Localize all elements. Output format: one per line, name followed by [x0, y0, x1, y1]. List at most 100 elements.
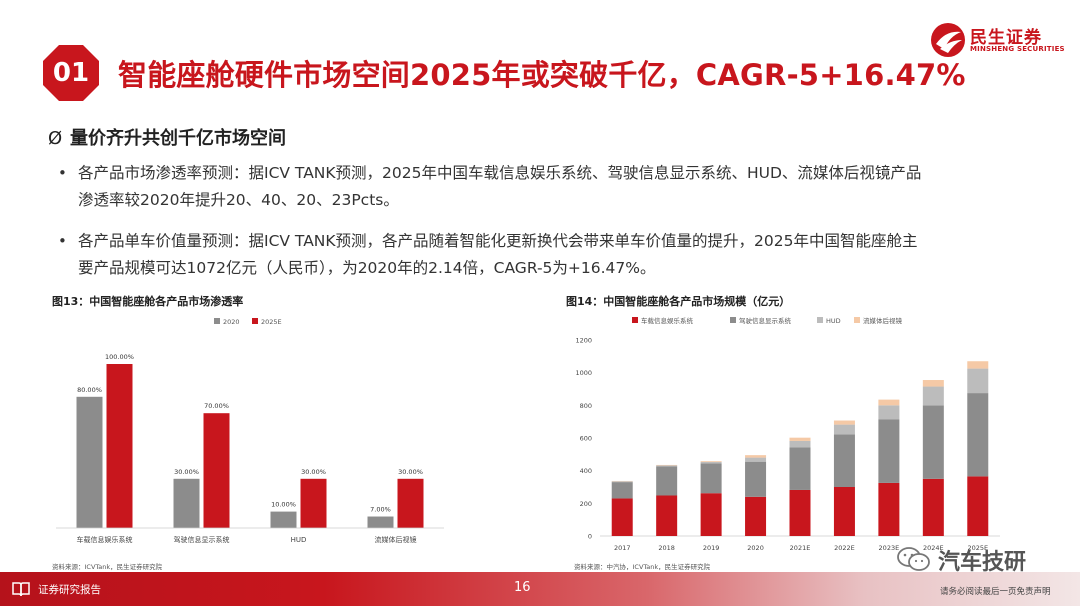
legend-swatch	[817, 317, 823, 323]
legend-label: 2025E	[261, 318, 282, 326]
bullet-unit-value: • 各产品单车价值量预测：据ICV TANK预测，各产品随着智能化更新换代会带来…	[58, 228, 918, 282]
legend-swatch	[252, 318, 258, 324]
legend-label: 流媒体后视镜	[863, 316, 903, 325]
legend-swatch	[854, 317, 860, 323]
bullet-line: 各产品市场渗透率预测：据ICV TANK预测，2025年中国车载信息娱乐系统、驾…	[78, 164, 922, 182]
stacked-bar-segment	[833, 424, 855, 435]
stacked-bar-segment	[656, 465, 678, 467]
legend-swatch	[632, 317, 638, 323]
stacked-bar-segment	[700, 461, 722, 463]
bullet-line: 渗透率较2020年提升20、40、20、23Pcts。	[78, 191, 399, 209]
stacked-bar-segment	[789, 447, 811, 490]
section-heading-text: 量价齐升共创千亿市场空间	[70, 128, 286, 149]
y-tick-label: 1000	[575, 369, 592, 377]
stacked-bar-segment	[922, 380, 944, 387]
stacked-bar-segment	[656, 495, 678, 536]
bar	[203, 413, 230, 528]
bar-value-label: 30.00%	[301, 468, 326, 476]
stacked-bar-segment	[967, 476, 989, 536]
bullet-penetration: • 各产品市场渗透率预测：据ICV TANK预测，2025年中国车载信息娱乐系统…	[58, 160, 922, 214]
bullet-dot-icon: •	[58, 164, 67, 182]
y-tick-label: 600	[580, 435, 592, 443]
bar	[270, 511, 297, 528]
bar	[173, 478, 200, 528]
bar-value-label: 80.00%	[77, 386, 102, 394]
footer-bar: 证券研究报告 16 请务必阅读最后一页免责声明	[0, 572, 1080, 606]
stacked-bar-segment	[878, 399, 900, 406]
wechat-icon	[897, 547, 930, 571]
x-tick-label: HUD	[291, 536, 307, 544]
bullet-line: 各产品单车价值量预测：据ICV TANK预测，各产品随着智能化更新换代会带来单车…	[78, 232, 918, 250]
stacked-bar-segment	[833, 487, 855, 536]
x-tick-label: 2025E	[967, 544, 988, 552]
stacked-bar-segment	[789, 489, 811, 536]
logo-name-en: MINSHENG SECURITIES	[970, 45, 1065, 53]
figure-14-source: 资料来源：中汽协，ICVTank，民生证券研究院	[574, 563, 711, 571]
stacked-bar-segment	[922, 478, 944, 536]
stacked-bar-segment	[700, 493, 722, 536]
x-tick-label: 2024E	[923, 544, 944, 552]
page-title: 智能座舱硬件市场空间2025年或突破千亿，CAGR-5+16.47%	[118, 58, 966, 92]
stacked-bar-segment	[700, 462, 722, 464]
wechat-watermark: 汽车技研	[896, 542, 1056, 575]
badge-number: 01	[52, 58, 90, 88]
figure-13-source: 资料来源：ICVTank，民生证券研究院	[52, 563, 163, 571]
stacked-bar-segment	[611, 498, 633, 536]
book-icon	[12, 582, 30, 597]
bar-value-label: 30.00%	[174, 468, 199, 476]
stacked-bar-segment	[922, 386, 944, 406]
disclaimer-text: 请务必阅读最后一页免责声明	[940, 587, 1051, 597]
logo-name-cn: 民生证券	[970, 28, 1042, 48]
y-tick-label: 0	[588, 533, 592, 541]
page-number: 16	[514, 580, 531, 595]
legend-label: HUD	[826, 317, 841, 325]
stacked-bar-segment	[878, 482, 900, 536]
x-tick-label: 2023E	[879, 544, 900, 552]
stacked-bar-segment	[745, 496, 767, 536]
stacked-bar-segment	[611, 481, 633, 483]
stacked-bar-segment	[656, 466, 678, 496]
watermark-text: 汽车技研	[938, 550, 1027, 575]
bullet-dot-icon: •	[58, 232, 67, 250]
bar	[300, 478, 327, 528]
x-tick-label: 2017	[614, 544, 631, 552]
section-heading: Ø 量价齐升共创千亿市场空间	[48, 124, 286, 150]
legend-label: 车载信息娱乐系统	[641, 316, 694, 325]
bar	[76, 396, 103, 528]
bar-value-label: 70.00%	[204, 402, 229, 410]
x-tick-label: 2019	[703, 544, 720, 552]
bar	[397, 478, 424, 528]
bar-value-label: 100.00%	[105, 353, 134, 361]
y-tick-label: 200	[580, 500, 592, 508]
bullet-line: 要产品规模可达1072亿元（人民币），为2020年的2.14倍，CAGR-5为+…	[78, 259, 656, 277]
stacked-bar-segment	[967, 393, 989, 477]
company-logo: 民生证券 MINSHENG SECURITIES	[930, 20, 1065, 60]
stacked-bar-segment	[611, 482, 633, 499]
x-tick-label: 车载信息娱乐系统	[77, 535, 133, 544]
bar	[367, 516, 394, 528]
stacked-bar-segment	[922, 405, 944, 479]
minsheng-logo-icon	[931, 23, 965, 57]
section-number-badge: 01	[42, 44, 100, 102]
x-tick-label: 2018	[658, 544, 675, 552]
section-arrow-icon: Ø	[48, 128, 63, 149]
legend-label: 2020	[223, 318, 240, 326]
octagon-badge-shape	[43, 45, 99, 101]
y-tick-label: 800	[580, 402, 592, 410]
stacked-bar-segment	[745, 455, 767, 458]
stacked-bar-segment	[833, 434, 855, 487]
stacked-bar-segment	[789, 437, 811, 441]
stacked-bar-segment	[878, 405, 900, 420]
bar-value-label: 7.00%	[370, 506, 391, 514]
stacked-bar-segment	[789, 440, 811, 448]
x-tick-label: 2022E	[834, 544, 855, 552]
stacked-bar-segment	[967, 368, 989, 394]
figure-13-title: 图13：中国智能座舱各产品市场渗透率	[52, 295, 244, 308]
stacked-bar-segment	[745, 457, 767, 462]
x-tick-label: 2020	[747, 544, 764, 552]
bar-value-label: 30.00%	[398, 468, 423, 476]
penetration-bar-chart: 2020 2025E 80.00% 100.00% 车载信息娱乐系统 30.00% 70.0…	[56, 318, 444, 544]
y-tick-label: 1200	[575, 337, 592, 345]
x-tick-label: 2021E	[790, 544, 811, 552]
